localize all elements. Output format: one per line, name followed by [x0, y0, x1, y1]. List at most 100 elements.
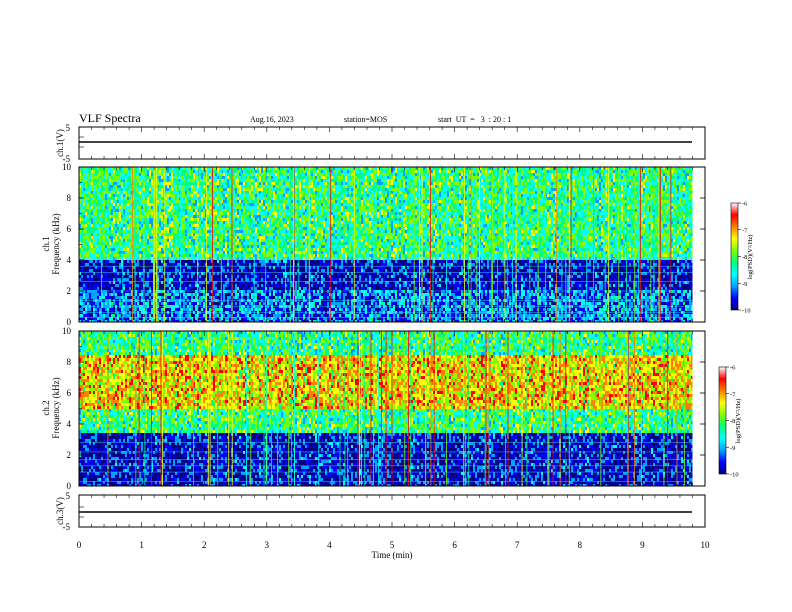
- spectrogram-cell: [207, 263, 209, 266]
- spectrogram-cell: [99, 272, 101, 275]
- spectrogram-cell: [113, 269, 115, 272]
- spectrogram-cell: [185, 284, 187, 287]
- spectrogram-cell: [179, 320, 181, 322]
- spectrogram-cell: [251, 296, 253, 299]
- spectrogram-cell: [99, 227, 101, 230]
- spectrogram-cell: [269, 182, 271, 185]
- spectrogram-cell: [125, 215, 127, 218]
- spectrogram-cell: [241, 209, 243, 212]
- spectrogram-cell: [133, 206, 135, 209]
- spectrogram-cell: [211, 275, 213, 278]
- spectrogram-cell: [263, 197, 265, 200]
- spectrogram-cell: [141, 212, 143, 215]
- spectrogram-cell: [119, 284, 121, 287]
- spectrogram-cell: [191, 242, 193, 245]
- spectrogram-cell: [139, 260, 141, 263]
- spectrogram-cell: [79, 224, 81, 227]
- spectrogram-cell: [193, 203, 195, 206]
- spectrogram-cell: [183, 179, 185, 182]
- spectrogram-cell: [119, 287, 121, 290]
- spectrogram-cell: [179, 266, 181, 269]
- spectrogram-cell: [99, 275, 101, 278]
- spectrogram-cell: [107, 290, 109, 293]
- spectrogram-cell: [215, 236, 217, 239]
- spectrogram-cell: [243, 272, 245, 275]
- spectrogram-cell: [89, 200, 91, 203]
- spectrogram-cell: [81, 317, 83, 320]
- spectrogram-cell: [237, 218, 239, 221]
- spectrogram-cell: [267, 191, 269, 194]
- spectrogram-cell: [137, 278, 139, 281]
- spectrogram-cell: [257, 239, 259, 242]
- spectrogram-cell: [175, 263, 177, 266]
- spectrogram-cell: [255, 185, 257, 188]
- spectrogram-cell: [129, 170, 131, 173]
- spectrogram-cell: [239, 212, 241, 215]
- spectrogram-cell: [85, 221, 87, 224]
- spectrogram-cell: [155, 230, 157, 233]
- spectrogram-cell: [175, 287, 177, 290]
- spectrogram-cell: [131, 266, 133, 269]
- spectrogram-cell: [161, 227, 163, 230]
- spectrogram-cell: [255, 188, 257, 191]
- spectrogram-cell: [187, 182, 189, 185]
- spectrogram-cell: [237, 284, 239, 287]
- spectrogram-cell: [207, 170, 209, 173]
- spectrogram-cell: [269, 236, 271, 239]
- spectrogram-cell: [255, 212, 257, 215]
- spectrogram-cell: [149, 218, 151, 221]
- spectrogram-cell: [177, 254, 179, 257]
- spectrogram-cell: [97, 281, 99, 284]
- spectrogram-cell: [149, 197, 151, 200]
- spectrogram-cell: [105, 248, 107, 251]
- spectrogram-cell: [241, 212, 243, 215]
- spectrogram-cell: [159, 221, 161, 224]
- spectrogram-cell: [181, 218, 183, 221]
- spectrogram-cell: [247, 209, 249, 212]
- spectrogram-cell: [203, 224, 205, 227]
- spectrogram-cell: [187, 170, 189, 173]
- spectrogram-cell: [227, 170, 229, 173]
- spectrogram-cell: [95, 254, 97, 257]
- spectrogram-cell: [269, 242, 271, 245]
- spectrogram-cell: [263, 167, 265, 170]
- spectrogram-cell: [149, 281, 151, 284]
- spectrogram-cell: [103, 182, 105, 185]
- spectrogram-cell: [121, 224, 123, 227]
- spectrogram-cell: [83, 272, 85, 275]
- spectrogram-cell: [101, 314, 103, 317]
- spectrogram-cell: [93, 176, 95, 179]
- spectrogram-cell: [83, 275, 85, 278]
- spectrogram-cell: [209, 293, 211, 296]
- spectrogram-cell: [107, 317, 109, 320]
- spectrogram-cell: [141, 248, 143, 251]
- spectrogram-cell: [267, 200, 269, 203]
- spectrogram-cell: [207, 254, 209, 257]
- spectrogram-cell: [137, 296, 139, 299]
- spectrogram-cell: [175, 185, 177, 188]
- spectrogram-cell: [195, 242, 197, 245]
- spectrogram-cell: [235, 206, 237, 209]
- spectrogram-cell: [171, 308, 173, 311]
- spectrogram-cell: [117, 275, 119, 278]
- spectrogram-cell: [269, 221, 271, 224]
- spectrogram-cell: [127, 287, 129, 290]
- spectrogram-cell: [193, 284, 195, 287]
- spectrogram-cell: [167, 188, 169, 191]
- spectrogram-cell: [183, 185, 185, 188]
- spectrogram-cell: [141, 314, 143, 317]
- spectrogram-cell: [147, 212, 149, 215]
- spectrogram-cell: [109, 290, 111, 293]
- spectrogram-cell: [261, 200, 263, 203]
- spectrogram-cell: [93, 182, 95, 185]
- spectrogram-cell: [227, 173, 229, 176]
- spectrogram-cell: [191, 308, 193, 311]
- spectrogram-cell: [165, 209, 167, 212]
- spectrogram-cell: [261, 251, 263, 254]
- spectrogram-cell: [239, 167, 241, 170]
- spectrogram-cell: [155, 215, 157, 218]
- spectrogram-cell: [263, 173, 265, 176]
- spectrogram-cell: [245, 197, 247, 200]
- spectrogram-cell: [209, 260, 211, 263]
- spectrogram-cell: [165, 239, 167, 242]
